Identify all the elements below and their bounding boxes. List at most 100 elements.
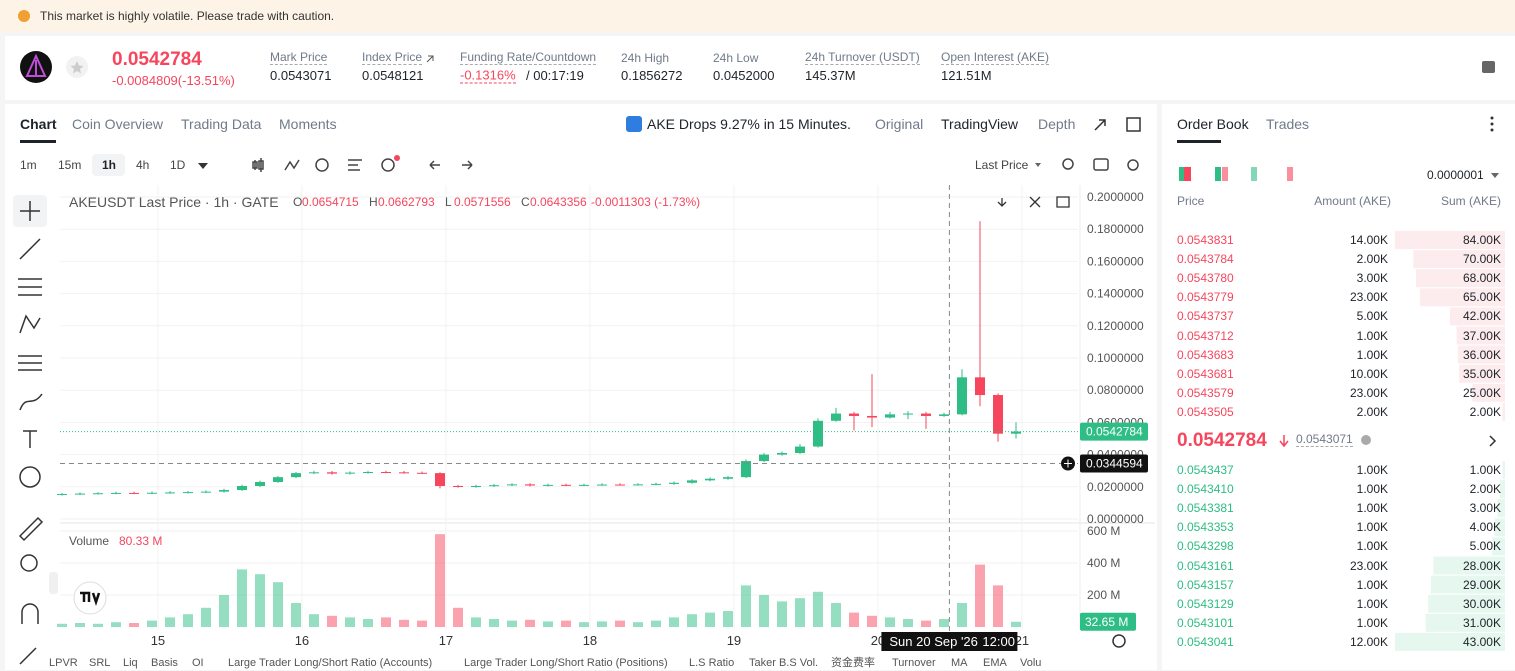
indicator-tab[interactable]: 资金费率 [831,657,875,669]
axis-settings[interactable] [1112,634,1126,648]
candle-icon[interactable] [252,158,264,172]
book-price[interactable]: 0.0543831 [1177,233,1234,247]
book-price[interactable]: 0.0543737 [1177,309,1234,324]
book-price[interactable]: 0.0543101 [1177,615,1234,630]
indicator-tab[interactable]: LPVR [49,657,78,669]
text-tool[interactable] [23,430,37,448]
book-tab[interactable]: Trades [1266,116,1310,132]
indicator-tab[interactable]: EMA [983,657,1007,669]
book-price[interactable]: 0.0543505 [1177,404,1234,419]
indicator-tab[interactable]: L.S Ratio [689,657,735,669]
tab[interactable]: Trading Data [181,116,262,132]
caret[interactable] [1035,163,1041,167]
chart-btn[interactable] [1056,196,1070,208]
settings-icon[interactable] [1127,159,1139,171]
caret[interactable] [1491,173,1499,178]
book-layout[interactable] [1287,167,1293,181]
indicator-tab[interactable]: Large Trader Long/Short Ratio (Accounts) [228,657,433,669]
book-price[interactable]: 0.0543157 [1177,577,1234,592]
book-price[interactable]: 0.0543437 [1177,463,1234,477]
interval[interactable]: 1m [20,158,37,172]
replay-icon[interactable] [315,158,329,172]
book-price[interactable]: 0.0543712 [1177,328,1234,343]
menu-dot[interactable] [1490,116,1494,120]
precision[interactable]: 0.0000001 [1427,168,1484,182]
book-price[interactable]: 0.0543353 [1177,520,1234,535]
view-tab[interactable]: Original [875,116,924,132]
indicator-icon[interactable] [284,159,300,171]
indicator-tab[interactable]: Basis [151,657,178,669]
book-tab[interactable]: Order Book [1177,116,1249,132]
chart-btn[interactable] [1029,196,1041,208]
chevron[interactable] [1489,435,1497,447]
tab[interactable]: Chart [20,116,57,132]
line-tool[interactable] [19,238,41,260]
projection-tool[interactable] [18,355,42,371]
indicator-tab[interactable]: MA [951,657,968,669]
book-price[interactable]: 0.0543780 [1177,271,1234,286]
book-price[interactable]: 0.0543784 [1177,252,1234,267]
book-amount: 12.00K [1349,634,1388,649]
template-icon[interactable] [348,159,362,171]
book-layout[interactable] [1251,167,1257,181]
volume-bar [849,612,859,627]
book-price[interactable]: 0.0543681 [1177,366,1234,381]
emoji-tool[interactable] [19,466,41,488]
indicator-tab[interactable]: Volu [1020,657,1042,669]
indicator-tab[interactable]: Liq [123,657,138,669]
candle-body [723,477,733,479]
window-icon[interactable] [1126,117,1141,132]
y-tick-label: 0.1000000 [1087,351,1144,365]
brush-tool[interactable] [19,393,43,411]
zoom-tool[interactable] [20,554,38,572]
crosshair-date: Sun 20 Sep '26 [889,634,978,649]
camera-icon[interactable] [1093,158,1109,171]
depth-bar [1430,575,1505,594]
chart-btn[interactable] [997,198,1007,207]
book-price[interactable]: 0.0543410 [1177,482,1234,497]
book-price[interactable]: 0.0543683 [1177,347,1234,362]
tab[interactable]: Moments [279,116,337,132]
interval[interactable]: 1h [102,158,117,172]
add-icon[interactable] [381,158,395,172]
fib-tool[interactable] [18,278,42,296]
magnet-tool[interactable] [21,603,39,624]
cross-tool[interactable] [20,201,40,221]
expand-icon[interactable] [1094,119,1106,131]
indicator-tab[interactable]: OI [192,657,204,669]
candle-body [975,377,985,396]
volume-bar [615,620,625,627]
depth-bar [1492,537,1505,556]
book-price[interactable]: 0.0543381 [1177,501,1234,516]
book-sum: 28.00K [1462,558,1501,573]
alert-text[interactable]: AKE Drops 9.27% in 15 Minutes. [647,116,851,132]
interval[interactable]: 15m [58,158,82,172]
view-tab[interactable]: TradingView [941,116,1019,132]
indicator-tab[interactable]: Large Trader Long/Short Ratio (Positions… [464,657,668,669]
book-layout[interactable] [1215,167,1221,181]
tab[interactable]: Coin Overview [72,116,164,132]
book-price[interactable]: 0.0543298 [1177,539,1234,554]
indicator-tab[interactable]: SRL [89,657,111,669]
ruler-tool[interactable] [18,516,44,542]
pencil-tool[interactable] [19,647,37,665]
interval[interactable]: 1D [170,158,186,172]
pattern-tool[interactable] [19,314,41,334]
book-price[interactable]: 0.0543041 [1177,634,1234,649]
book-price[interactable]: 0.0543579 [1177,385,1234,400]
book-price[interactable]: 0.0543129 [1177,596,1234,611]
interval[interactable]: 4h [136,158,150,172]
indicator-tab[interactable]: Taker B.S Vol. [749,657,819,669]
indicator-tab[interactable]: Turnover [892,657,936,669]
caret[interactable] [198,163,208,169]
header-icon[interactable] [1482,61,1495,73]
book-layout[interactable] [1184,167,1191,181]
undo-icon[interactable] [429,160,440,170]
redo-icon[interactable] [462,160,473,170]
book-price[interactable]: 0.0543779 [1177,290,1234,305]
candle-body [795,446,805,453]
view-tab[interactable]: Depth [1038,116,1076,132]
price-type[interactable]: Last Price [975,158,1029,172]
book-price[interactable]: 0.0543161 [1177,558,1234,573]
search-icon[interactable] [1062,158,1074,170]
